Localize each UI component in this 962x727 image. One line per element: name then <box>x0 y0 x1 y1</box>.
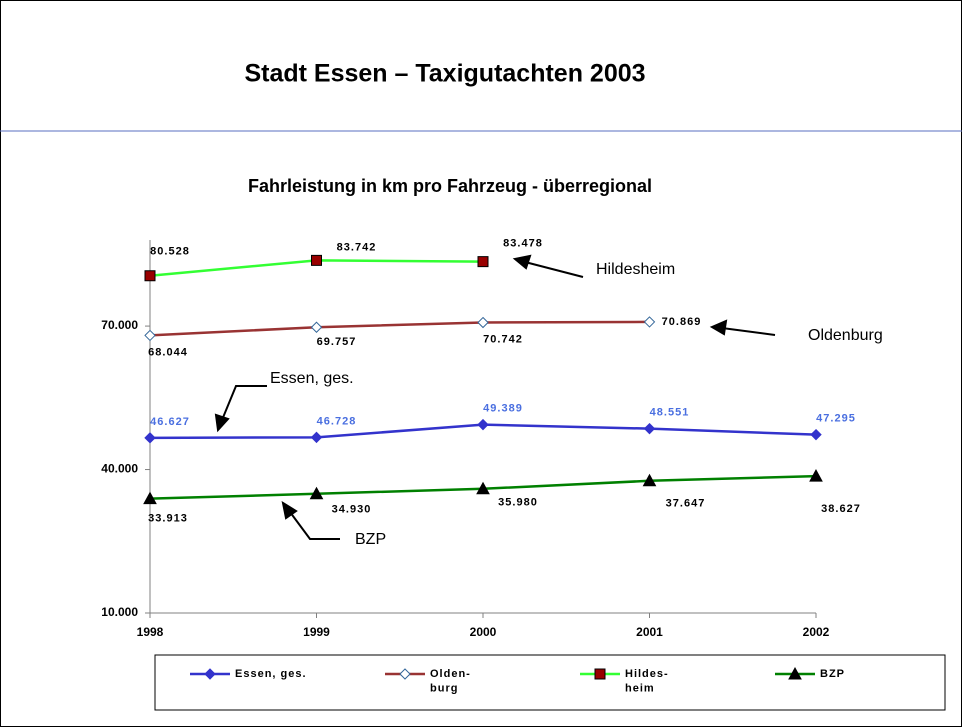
marker <box>810 428 822 441</box>
data-label: 68.044 <box>148 346 188 358</box>
data-label: 33.913 <box>148 513 188 525</box>
marker <box>476 481 490 495</box>
slide-title: Stadt Essen – Taxigutachten 2003 <box>244 60 645 88</box>
marker <box>642 473 657 487</box>
legend-label: BZP <box>820 668 845 680</box>
chart-title: Fahrleistung in km pro Fahrzeug - überre… <box>248 176 652 196</box>
series-line <box>149 320 650 337</box>
marker <box>643 422 656 435</box>
annotation: Essen, ges. <box>270 370 354 387</box>
data-label: 35.980 <box>498 497 538 509</box>
annotation: BZP <box>355 531 386 548</box>
marker <box>144 432 156 444</box>
data-label: 80.528 <box>150 246 190 258</box>
data-label: 46.627 <box>150 416 190 428</box>
legend-label: Olden-burg <box>430 668 471 694</box>
data-label: 83.742 <box>337 241 377 253</box>
x-tick-label: 1998 <box>137 625 164 639</box>
y-tick-label: 10.000 <box>101 605 138 619</box>
annotation-arrows <box>214 254 776 540</box>
marker <box>809 469 823 482</box>
data-label: 69.757 <box>317 336 357 348</box>
data-label: 46.728 <box>317 415 357 427</box>
data-label: 83.478 <box>503 238 543 250</box>
data-label: 38.627 <box>821 503 861 515</box>
marker <box>309 486 324 500</box>
x-tick-label: 2001 <box>636 625 663 639</box>
data-label: 34.930 <box>332 504 372 516</box>
marker <box>310 431 323 444</box>
x-tick-label: 2002 <box>803 625 830 639</box>
x-tick-label: 2000 <box>470 625 497 639</box>
y-tick-label: 40.000 <box>101 462 138 476</box>
marker <box>311 254 322 266</box>
legend-label: Hildes-heim <box>625 668 669 694</box>
data-label: 70.869 <box>662 316 702 328</box>
data-label: 48.551 <box>650 407 690 419</box>
data-label: 47.295 <box>816 413 856 425</box>
data-label: 70.742 <box>483 333 523 345</box>
marker <box>144 329 156 342</box>
data-label: 49.389 <box>483 403 523 415</box>
data-label: 37.647 <box>666 498 706 510</box>
marker <box>399 668 411 680</box>
y-tick-label: 70.000 <box>101 318 138 332</box>
annotation: Hildesheim <box>596 261 675 278</box>
marker <box>310 321 323 333</box>
marker <box>594 668 606 680</box>
marker <box>143 491 157 505</box>
annotation: Oldenburg <box>808 327 883 344</box>
marker <box>477 418 489 431</box>
x-tick-label: 1999 <box>303 625 330 639</box>
marker <box>788 666 802 680</box>
marker <box>144 270 156 282</box>
legend-label: Essen, ges. <box>235 668 307 680</box>
marker <box>643 316 656 328</box>
marker <box>204 668 216 680</box>
marker <box>477 316 489 329</box>
legend-box <box>154 654 946 711</box>
marker <box>477 256 489 268</box>
